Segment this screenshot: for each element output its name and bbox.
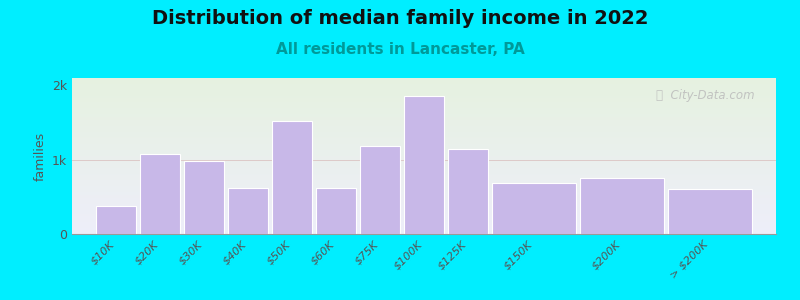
Bar: [228, 188, 268, 234]
Text: Distribution of median family income in 2022: Distribution of median family income in …: [152, 9, 648, 28]
Bar: [580, 178, 664, 234]
Bar: [316, 188, 356, 234]
Bar: [96, 206, 136, 234]
Bar: [668, 189, 752, 234]
Bar: [272, 121, 312, 234]
Text: ⓘ  City-Data.com: ⓘ City-Data.com: [656, 89, 755, 102]
Bar: [448, 148, 488, 234]
Bar: [360, 146, 400, 234]
Bar: [140, 154, 180, 234]
Bar: [492, 184, 576, 234]
Text: All residents in Lancaster, PA: All residents in Lancaster, PA: [276, 42, 524, 57]
Bar: [184, 161, 224, 234]
Y-axis label: families: families: [34, 131, 46, 181]
Bar: [404, 96, 444, 234]
